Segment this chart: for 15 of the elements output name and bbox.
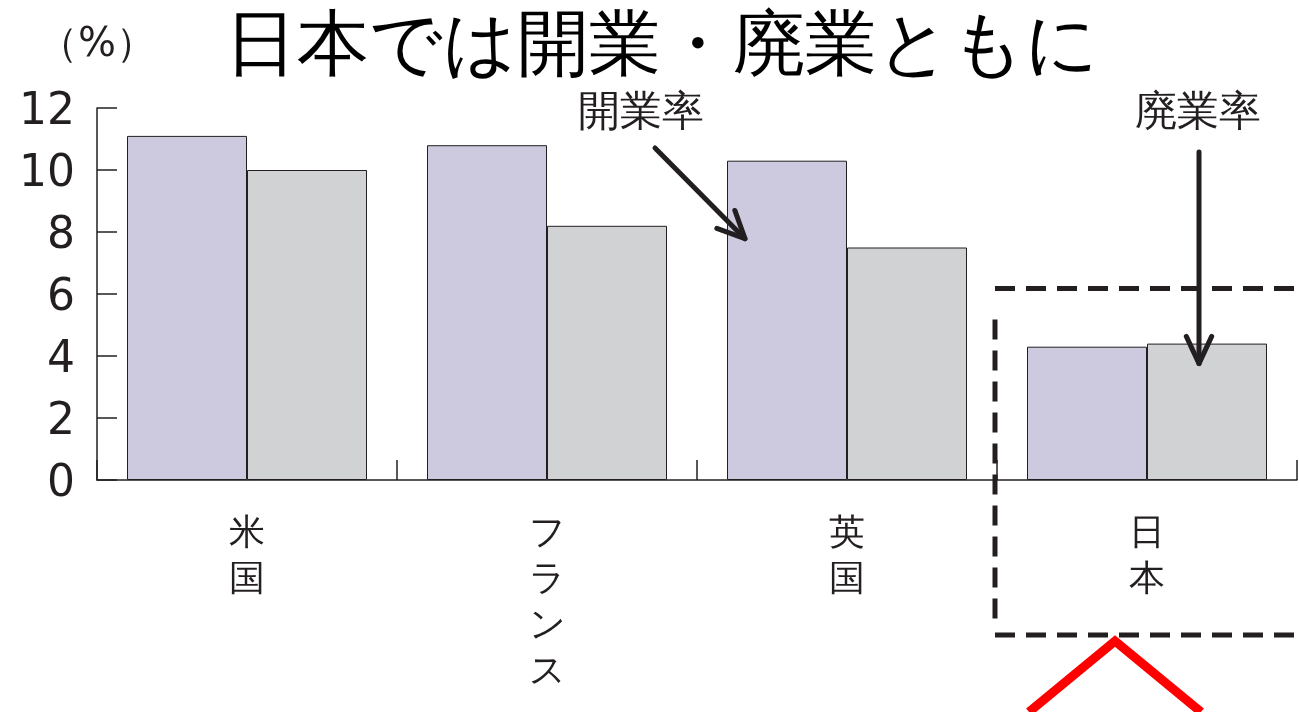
series-label: 開業率 (578, 85, 704, 135)
y-tick-label: 2 (47, 392, 75, 444)
y-tick-label: 12 (19, 82, 75, 134)
y-tick-label: 6 (47, 268, 75, 320)
text: 廃業率 (1135, 85, 1261, 135)
y-tick-label: 0 (47, 454, 75, 506)
x-tick-label: 英国 (829, 510, 865, 598)
y-tick-label: 10 (19, 144, 75, 196)
y-tick-label: 8 (47, 206, 75, 258)
y-tick-label: 4 (47, 330, 75, 382)
y-axis-title: （%） (37, 19, 157, 65)
chart-title: 日本では開業・廃業ともに (225, 1, 1099, 85)
x-tick-label: フランス (528, 510, 566, 690)
x-tick-label: 日本 (1129, 510, 1165, 598)
x-tick-label: 米国 (229, 510, 265, 598)
